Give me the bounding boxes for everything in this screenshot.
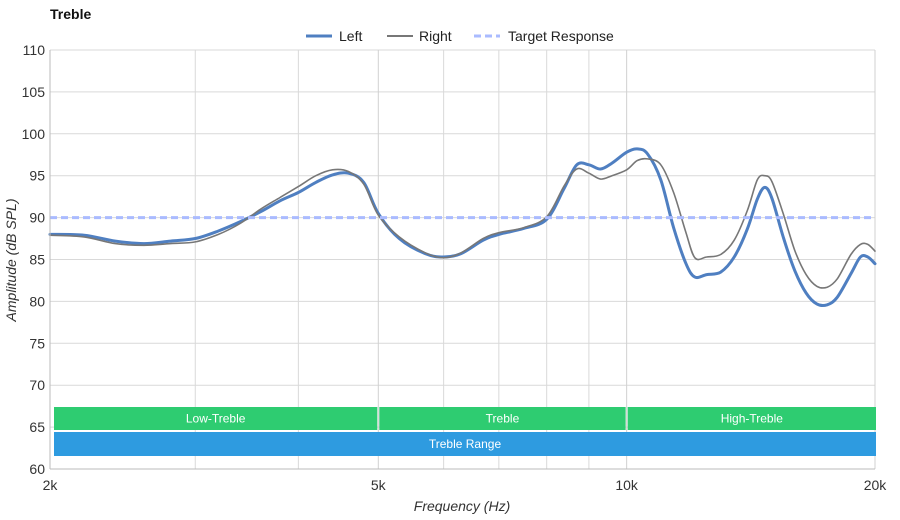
x-tick-label: 10k — [615, 477, 639, 493]
x-tick-label: 20k — [864, 477, 888, 493]
legend-label-target-response: Target Response — [508, 28, 614, 44]
band-label-high-treble: High-Treble — [721, 412, 784, 426]
chart-legend: Left Right Target Response — [306, 28, 614, 44]
chart-title: Treble — [50, 6, 91, 22]
legend-label-left: Left — [339, 28, 362, 44]
y-tick-label: 95 — [29, 168, 45, 184]
y-tick-label: 100 — [22, 126, 46, 142]
band-treble — [379, 407, 626, 430]
legend-item-target-response[interactable]: Target Response — [474, 28, 614, 44]
x-tick-label: 5k — [371, 477, 387, 493]
y-tick-label: 105 — [22, 84, 46, 100]
series-line-right — [49, 157, 876, 289]
x-tick-label: 2k — [43, 477, 59, 493]
axes: 60 65 70 75 80 85 90 95 100 105 110 2k 5k 10k 20k — [22, 42, 888, 493]
band-high-treble — [627, 407, 876, 430]
y-tick-label: 90 — [29, 210, 45, 226]
grid — [49, 49, 876, 470]
legend-item-right[interactable]: Right — [387, 28, 452, 44]
series-line-left — [48, 147, 877, 308]
x-axis-label: Frequency (Hz) — [414, 498, 510, 514]
range-bands: Low-Treble Treble High-Treble Treble Range — [54, 407, 876, 456]
y-tick-label: 80 — [29, 293, 45, 309]
series-lines — [48, 147, 877, 308]
band-treble-range — [54, 432, 876, 456]
band-label-treble-range: Treble Range — [429, 437, 502, 451]
y-tick-label: 110 — [23, 42, 46, 58]
y-tick-label: 65 — [29, 419, 45, 435]
band-low-treble — [54, 407, 378, 430]
legend-item-left[interactable]: Left — [306, 28, 362, 44]
y-tick-label: 75 — [29, 335, 45, 351]
band-label-low-treble: Low-Treble — [186, 412, 246, 426]
band-label-treble: Treble — [486, 412, 520, 426]
legend-label-right: Right — [419, 28, 452, 44]
y-tick-label: 70 — [29, 377, 45, 393]
y-axis-label: Amplitude (dB SPL) — [3, 199, 19, 323]
y-tick-label: 85 — [29, 252, 45, 268]
y-tick-label: 60 — [29, 461, 45, 477]
